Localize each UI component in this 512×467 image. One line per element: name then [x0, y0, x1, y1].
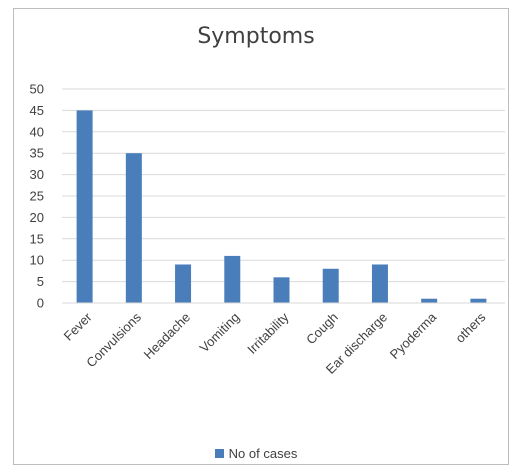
- chart-title: Symptoms: [197, 24, 315, 49]
- y-tick-label: 50: [30, 82, 44, 97]
- y-tick-label: 5: [37, 274, 44, 289]
- y-tick-label: 15: [30, 231, 44, 246]
- chart-frame: [13, 8, 509, 465]
- x-category-label: Fever: [61, 309, 96, 344]
- bars: [76, 110, 487, 304]
- bar-others: [470, 298, 487, 303]
- bar-ear-discharge: [371, 264, 388, 303]
- bar-cough: [322, 268, 339, 303]
- x-category-label: Headache: [141, 310, 194, 363]
- legend: No of cases: [0, 446, 512, 461]
- bar-pyoderma: [421, 298, 438, 303]
- x-category-label: others: [452, 309, 489, 346]
- y-tick-label: 40: [30, 124, 44, 139]
- y-tick-label: 20: [30, 210, 44, 225]
- y-tick-label: 30: [30, 167, 44, 182]
- x-category-label: Vomiting: [197, 310, 243, 356]
- bar-convulsions: [125, 153, 142, 303]
- x-category-label: Irritability: [244, 309, 292, 357]
- bar-fever: [76, 110, 93, 304]
- x-category-label: Pyoderma: [387, 309, 440, 362]
- y-tick-label: 0: [37, 296, 44, 311]
- y-tick-label: 35: [30, 146, 44, 161]
- legend-swatch: [214, 449, 224, 458]
- bar-irritability: [273, 277, 290, 303]
- y-axis-tick-labels: 0 5 10 15 20 25 30 35 40 45 50: [30, 82, 44, 311]
- x-category-label: Cough: [303, 310, 341, 348]
- y-tick-label: 25: [30, 189, 44, 204]
- bar-headache: [175, 264, 192, 303]
- bar-vomiting: [224, 255, 241, 303]
- y-tick-label: 45: [30, 103, 44, 118]
- y-tick-label: 10: [30, 253, 44, 268]
- legend-label: No of cases: [228, 446, 298, 461]
